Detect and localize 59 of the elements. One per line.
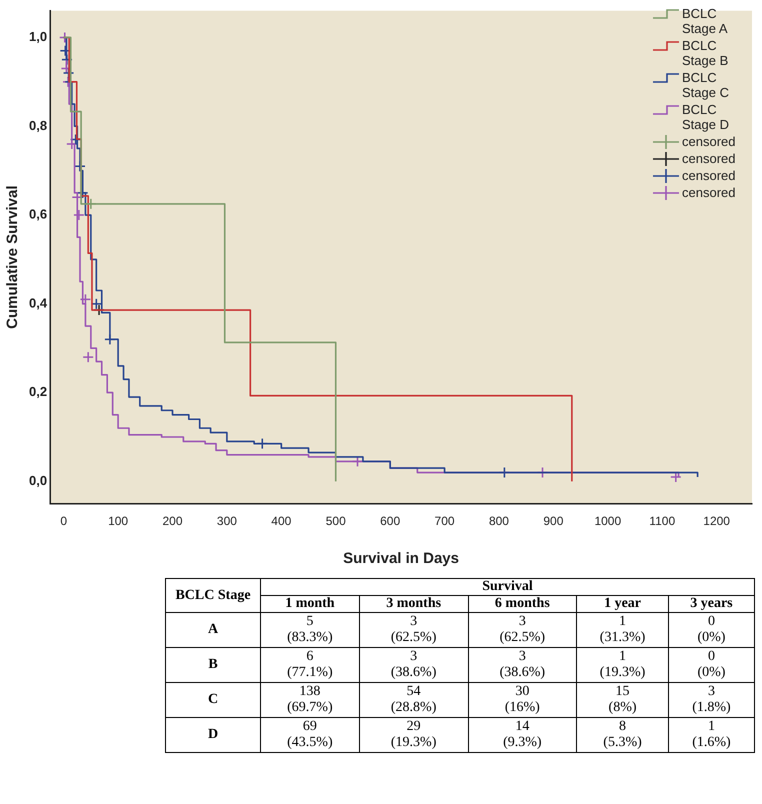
text: 14 (9.3%)	[503, 719, 542, 750]
x-axis-title: Survival in Days	[343, 550, 459, 568]
legend-label: censored	[682, 134, 736, 149]
category-label: 6 months	[468, 596, 577, 612]
category-label: D	[208, 727, 218, 742]
text: 3 (62.5%)	[390, 614, 436, 645]
x-tick-label: 600	[380, 514, 400, 528]
y-tick-label: 0,8	[28, 118, 48, 133]
legend-label: BCLC Stage B	[682, 38, 730, 68]
legend-label: censored	[682, 185, 736, 200]
legend-label: censored	[682, 168, 736, 183]
x-tick-label: 900	[543, 514, 564, 528]
legend-label: censored	[682, 151, 736, 166]
text: 3 (38.6%)	[390, 649, 436, 680]
x-tick-label: 500	[326, 514, 346, 528]
text: 3 (38.6%)	[500, 649, 546, 680]
legend-label: BCLC Stage C	[682, 70, 730, 100]
text: BCLC Stage	[166, 578, 260, 612]
category-label: B	[208, 657, 218, 672]
x-tick-label: 0	[60, 514, 68, 528]
x-tick-label: 400	[271, 514, 292, 528]
x-tick-label: 300	[216, 514, 238, 528]
text: 69 (43.5%)	[287, 719, 333, 750]
text: 1 (19.3%)	[600, 649, 646, 680]
category-label: 1 month	[260, 596, 360, 612]
text: 3 (1.8%)	[692, 684, 731, 715]
y-axis-title: Cumulative Survival	[4, 186, 22, 329]
text: 30 (16%)	[504, 684, 540, 715]
y-tick-label: 0,6	[28, 206, 48, 222]
text: 15 (8%)	[608, 684, 637, 715]
x-tick-label: 200	[162, 514, 183, 528]
x-tick-label: 1100	[649, 514, 676, 528]
text: 6 (77.1%)	[287, 649, 333, 680]
x-tick-label: 1000	[594, 514, 622, 528]
x-tick-label: 800	[488, 514, 510, 528]
category-label: 3 years	[668, 596, 754, 612]
text: 54 (28.8%)	[390, 684, 436, 715]
category-label: 1 year	[576, 596, 668, 612]
text: 8 (5.3%)	[603, 719, 642, 750]
x-tick-label: 1200	[703, 514, 730, 528]
y-tick-label: 0,2	[28, 384, 48, 400]
category-label: 3 months	[359, 596, 468, 612]
text: 0 (0%)	[697, 649, 726, 680]
text: 1 (31.3%)	[600, 614, 646, 645]
category-label: A	[208, 622, 218, 637]
text: Survival	[260, 578, 754, 596]
legend-label: BCLC Stage A	[682, 6, 729, 36]
text: 3 (62.5%)	[500, 614, 546, 645]
text: 138 (69.7%)	[287, 684, 333, 715]
text: 1 (1.6%)	[692, 719, 731, 750]
y-tick-label: 1,0	[28, 29, 48, 44]
category-label: C	[208, 692, 218, 707]
text: 29 (19.3%)	[390, 719, 436, 750]
x-tick-label: 100	[108, 514, 128, 528]
x-tick-label: 700	[434, 514, 455, 528]
text: 5 (83.3%)	[287, 614, 333, 645]
y-tick-label: 0,4	[28, 295, 48, 310]
y-tick-label: 0,0	[28, 472, 48, 488]
text: 0 (0%)	[697, 614, 726, 645]
